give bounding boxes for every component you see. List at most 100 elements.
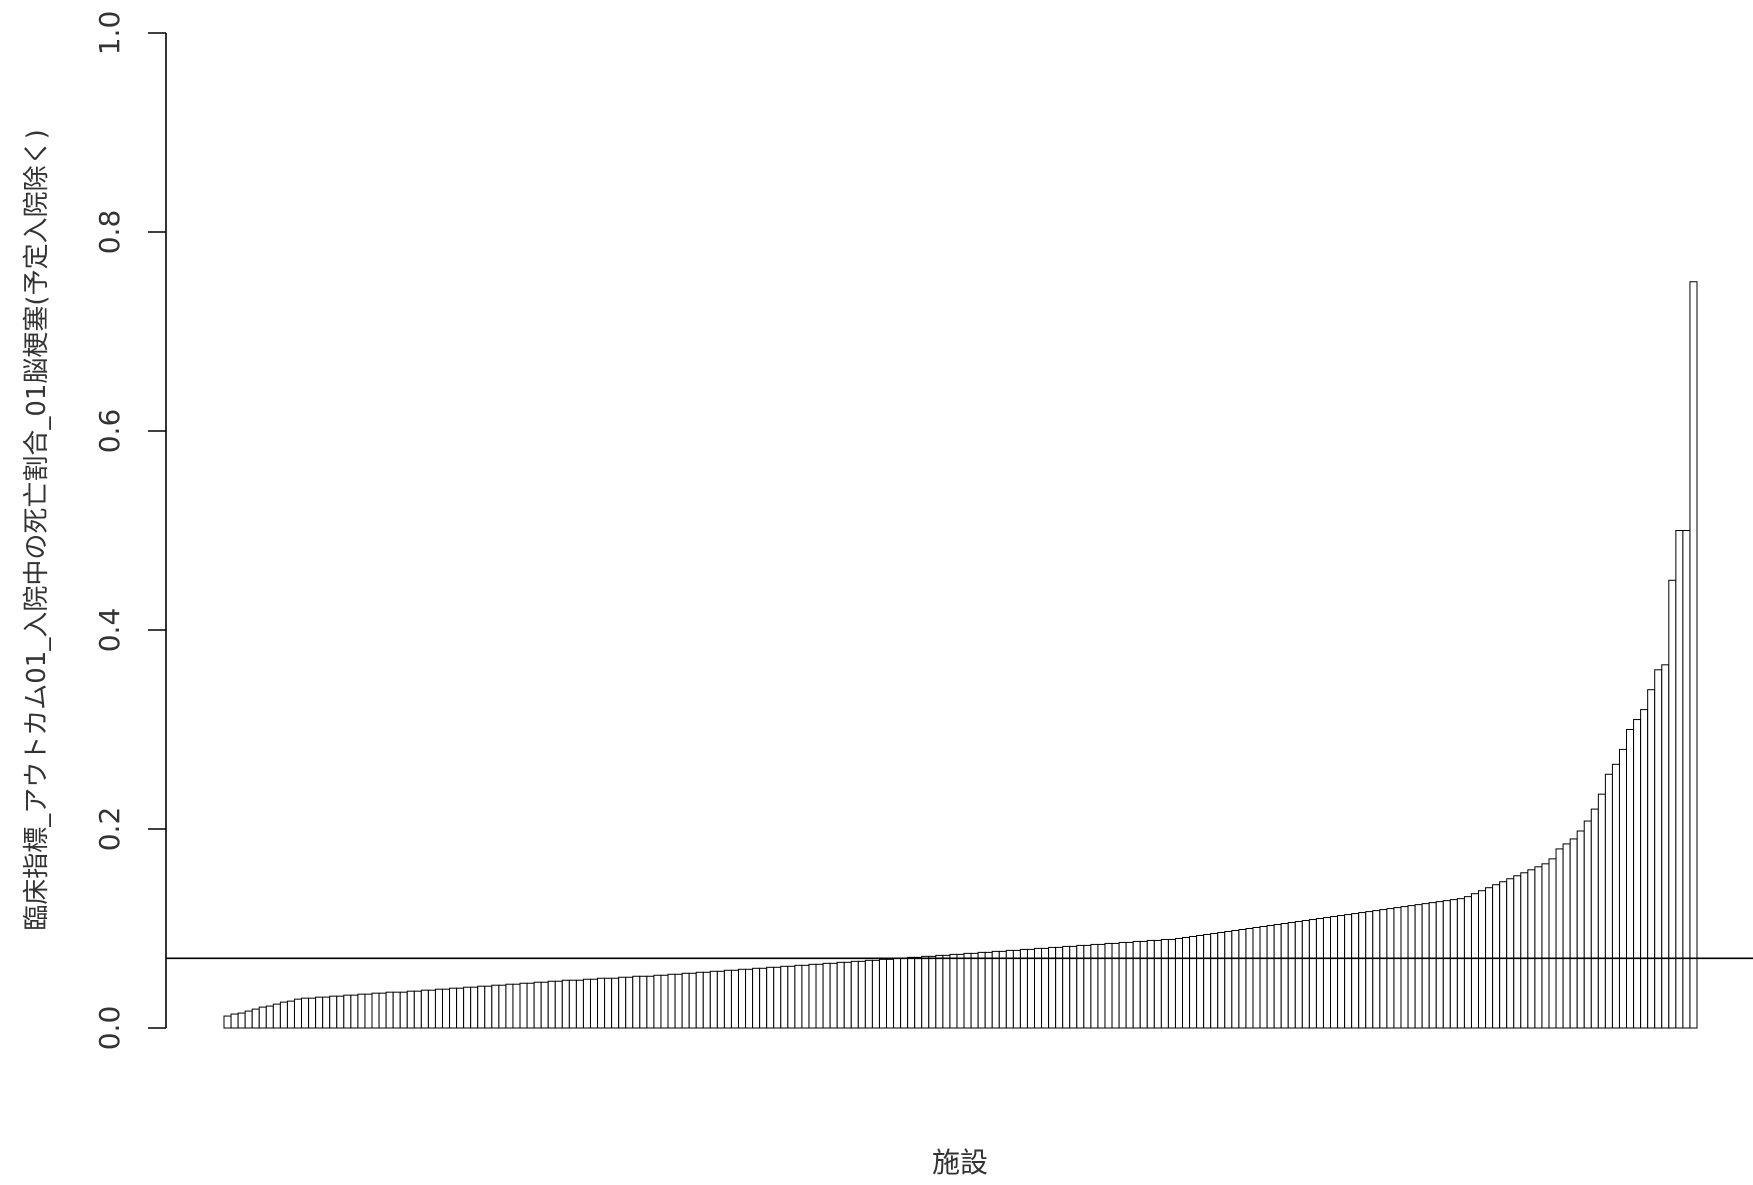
bar <box>780 965 789 1029</box>
bar <box>808 963 817 1029</box>
bar <box>1358 912 1367 1029</box>
bar <box>1682 530 1691 1029</box>
bar <box>900 957 909 1029</box>
bar <box>871 959 880 1029</box>
bar <box>723 969 732 1029</box>
bar <box>385 991 394 1029</box>
bar <box>575 979 584 1029</box>
bar <box>279 1001 288 1029</box>
bar <box>293 998 303 1029</box>
bar <box>1012 949 1021 1029</box>
bar <box>1379 909 1388 1029</box>
bar <box>674 973 683 1029</box>
bar <box>1273 924 1282 1029</box>
bar <box>1626 729 1635 1029</box>
bar <box>357 993 366 1029</box>
plot-area <box>166 281 1753 1029</box>
bar <box>893 957 902 1029</box>
bar <box>702 971 711 1029</box>
bar <box>1139 940 1148 1029</box>
bar <box>526 982 535 1029</box>
bar <box>1506 878 1515 1029</box>
bar <box>554 980 563 1029</box>
bar <box>272 1003 281 1029</box>
bar <box>1428 902 1437 1029</box>
bar <box>1611 763 1620 1029</box>
bar <box>329 995 338 1029</box>
bar <box>449 987 458 1029</box>
y-axis-label: 臨床指標_アウトカム01_入院中の死亡割合_01脳梗塞(予定入院除く) <box>22 129 52 930</box>
bar <box>230 1013 239 1029</box>
bar <box>1111 942 1120 1029</box>
bar <box>1478 890 1487 1029</box>
bar <box>378 992 387 1029</box>
bar <box>1618 748 1628 1029</box>
bar <box>1238 929 1247 1029</box>
bar <box>1583 820 1592 1029</box>
y-tick-label: 0.8 <box>93 210 126 255</box>
bars-group <box>223 281 1698 1029</box>
bar <box>265 1005 274 1029</box>
bar <box>1224 930 1233 1029</box>
bar <box>484 985 493 1029</box>
bar <box>1048 946 1057 1029</box>
bar <box>878 958 888 1029</box>
bar <box>688 972 697 1029</box>
bar <box>1301 920 1310 1029</box>
bar <box>1189 935 1198 1029</box>
bar <box>413 990 422 1029</box>
bar <box>1435 901 1444 1029</box>
bar <box>1146 939 1155 1029</box>
bar <box>1527 869 1536 1029</box>
bar <box>1322 917 1332 1029</box>
bar <box>794 964 803 1029</box>
bar <box>1315 918 1324 1029</box>
bar <box>434 988 443 1029</box>
bar <box>1689 281 1698 1029</box>
bar <box>498 984 507 1029</box>
bar <box>1252 927 1261 1029</box>
y-tick-label: 0.4 <box>93 608 126 653</box>
bar <box>1661 664 1670 1029</box>
bar <box>1308 919 1317 1029</box>
bar <box>850 960 859 1029</box>
bar <box>308 997 317 1029</box>
bar <box>568 979 577 1029</box>
bar <box>406 990 415 1029</box>
bar <box>928 955 937 1029</box>
bar <box>470 986 479 1029</box>
bar <box>1414 904 1423 1029</box>
bar <box>695 971 704 1029</box>
bar <box>286 1000 295 1029</box>
bar <box>343 994 352 1029</box>
bar <box>653 974 662 1029</box>
bar <box>984 951 993 1029</box>
bar <box>505 983 514 1029</box>
bar <box>336 995 345 1029</box>
bar <box>1245 928 1254 1029</box>
x-axis-label: 施設 <box>932 1146 988 1179</box>
bar <box>301 997 310 1029</box>
bar <box>1097 943 1106 1029</box>
bar <box>681 972 690 1029</box>
bar <box>1492 884 1501 1029</box>
bar <box>632 975 641 1029</box>
bar <box>801 964 810 1029</box>
bar <box>759 967 768 1029</box>
bar <box>427 989 436 1029</box>
bar <box>709 970 718 1029</box>
y-tick-label: 1.0 <box>93 11 126 56</box>
bar <box>914 956 923 1029</box>
bar <box>1421 903 1430 1029</box>
bar <box>392 991 401 1029</box>
bar <box>829 962 838 1029</box>
bar <box>1337 915 1346 1029</box>
bar <box>420 989 429 1029</box>
bar <box>1196 934 1205 1029</box>
bar <box>456 987 465 1029</box>
bar <box>1520 872 1529 1029</box>
bar <box>322 996 331 1029</box>
bar <box>1597 793 1606 1029</box>
bar <box>1174 937 1184 1029</box>
bar <box>1203 933 1212 1029</box>
